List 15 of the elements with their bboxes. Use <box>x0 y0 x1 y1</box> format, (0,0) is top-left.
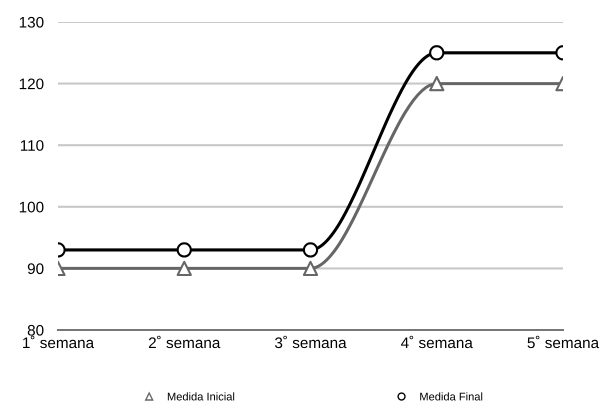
y-tick-label: 120 <box>20 78 44 90</box>
x-tick-label: 5˚ semana <box>528 336 600 348</box>
y-tick-label: 130 <box>20 16 44 28</box>
point <box>302 260 318 276</box>
y-tick-label: 90 <box>28 263 44 274</box>
legend-label: Medida Final <box>420 392 482 401</box>
x-tick-label: 4˚ semana <box>401 336 473 348</box>
x-tick-label: 3˚ semana <box>274 336 347 348</box>
x-tick-label: 2˚ semana <box>148 336 220 348</box>
y-tick-label: 80 <box>28 324 44 336</box>
point <box>302 242 318 258</box>
y-tick-label: 110 <box>20 140 44 151</box>
y-tick-label: 100 <box>20 202 44 212</box>
legend-label: Medida Inicial <box>168 392 234 401</box>
x-tick-label: 1˚ semana <box>23 336 94 348</box>
